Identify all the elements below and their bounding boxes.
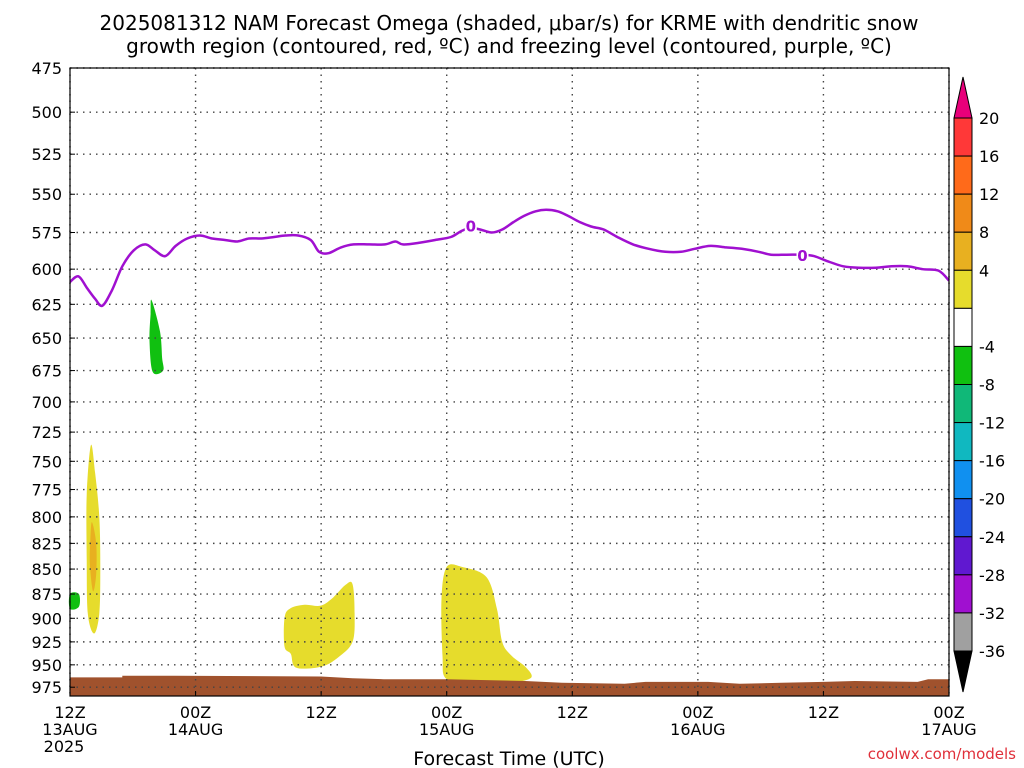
colorbar: 20 16 12 8 4 -4 -8 -12 -16 -20 -24 -28 -32 -36 (953, 76, 1005, 693)
colorbar-box (953, 574, 973, 614)
colorbar-box (953, 498, 973, 538)
colorbar-box (953, 345, 973, 385)
y-tick-label: 950 (31, 656, 62, 675)
colorbar-label: -8 (979, 376, 995, 395)
freezing-level-label-bg-1 (796, 247, 809, 266)
colorbar-label: -4 (979, 337, 995, 356)
colorbar-label: 12 (979, 185, 999, 204)
orange-region-830 (89, 522, 97, 592)
colorbar-box (953, 231, 973, 271)
y-tick-label: 700 (31, 393, 62, 412)
y-tick-label: 575 (31, 224, 62, 243)
green-region-650 (149, 299, 164, 375)
colorbar-box (953, 307, 973, 347)
freezing-level-label: 0 (797, 247, 807, 265)
freezing-level-label-bg-0 (464, 217, 477, 236)
x-tick-label: 14AUG (168, 720, 223, 739)
y-axis: 475 500 525 550 575 600 625 650 675 700 725 750 775 8… (31, 59, 75, 697)
x-tick-label: 00Z (682, 703, 713, 722)
colorbar-label: -32 (979, 604, 1005, 623)
colorbar-label: -20 (979, 490, 1005, 509)
colorbar-label: -12 (979, 414, 1005, 433)
colorbar-box (953, 269, 973, 309)
chart-title-line1: 2025081312 NAM Forecast Omega (shaded, μ… (100, 11, 919, 35)
y-tick-label: 475 (31, 59, 62, 78)
colorbar-box (953, 193, 973, 233)
y-tick-label: 550 (31, 185, 62, 204)
x-tick-label: 00Z (180, 703, 211, 722)
terrain-layer (70, 675, 949, 696)
credit-text: coolwx.com/models (868, 745, 1016, 763)
colorbar-label: -28 (979, 566, 1005, 585)
colorbar-label: -16 (979, 452, 1005, 471)
colorbar-box (953, 612, 973, 652)
colorbar-top-arrow (953, 76, 973, 119)
colorbar-box (953, 422, 973, 462)
y-tick-label: 750 (31, 452, 62, 471)
x-axis-title: Forecast Time (UTC) (413, 748, 604, 768)
y-tick-label: 925 (31, 633, 62, 652)
x-tick-label: 00Z (933, 703, 964, 722)
colorbar-label: 8 (979, 223, 989, 242)
colorbar-box (953, 536, 973, 576)
green-region-885 (68, 592, 81, 610)
colorbar-box (953, 384, 973, 424)
y-tick-label: 900 (31, 609, 62, 628)
y-tick-label: 825 (31, 534, 62, 553)
y-tick-label: 850 (31, 560, 62, 579)
colorbar-box (953, 117, 973, 157)
freezing-level-layer: 00 (69, 208, 950, 308)
freezing-level-label: 0 (466, 218, 476, 236)
yellow-region-920 (283, 581, 355, 669)
colorbar-bottom-arrow (953, 650, 973, 693)
terrain-area (70, 675, 949, 696)
plot-area (70, 68, 949, 696)
x-tick-label: 12Z (54, 703, 85, 722)
y-tick-label: 875 (31, 585, 62, 604)
colorbar-label: -36 (979, 642, 1005, 661)
y-tick-label: 650 (31, 329, 62, 348)
colorbar-box (953, 460, 973, 500)
y-tick-label: 725 (31, 423, 62, 442)
y-tick-label: 600 (31, 260, 62, 279)
colorbar-label: 16 (979, 147, 999, 166)
x-tick-label: 12Z (305, 703, 336, 722)
x-tick-label: 12Z (557, 703, 588, 722)
y-tick-label: 625 (31, 295, 62, 314)
x-tick-label: 12Z (808, 703, 839, 722)
yellow-region-900 (441, 564, 532, 685)
colorbar-label: -24 (979, 528, 1005, 547)
chart-title-line2: growth region (contoured, red, ºC) and f… (126, 34, 892, 58)
plot-frame (69, 67, 950, 697)
x-tick-label: 16AUG (670, 720, 725, 739)
colorbar-label: 20 (979, 109, 999, 128)
y-tick-label: 500 (31, 103, 62, 122)
x-tick-label: 17AUG (921, 720, 976, 739)
colorbar-label: 4 (979, 261, 989, 280)
y-tick-label: 975 (31, 678, 62, 697)
colorbar-box (953, 155, 973, 195)
x-tick-label: 15AUG (419, 720, 474, 739)
x-tick-label: 00Z (431, 703, 462, 722)
y-tick-label: 525 (31, 145, 62, 164)
x-tick-label: 2025 (44, 737, 85, 756)
y-tick-label: 675 (31, 362, 62, 381)
y-tick-label: 775 (31, 481, 62, 500)
omega-shading-layer (68, 299, 532, 685)
x-tick-label: 13AUG (42, 720, 97, 739)
y-tick-label: 800 (31, 508, 62, 527)
